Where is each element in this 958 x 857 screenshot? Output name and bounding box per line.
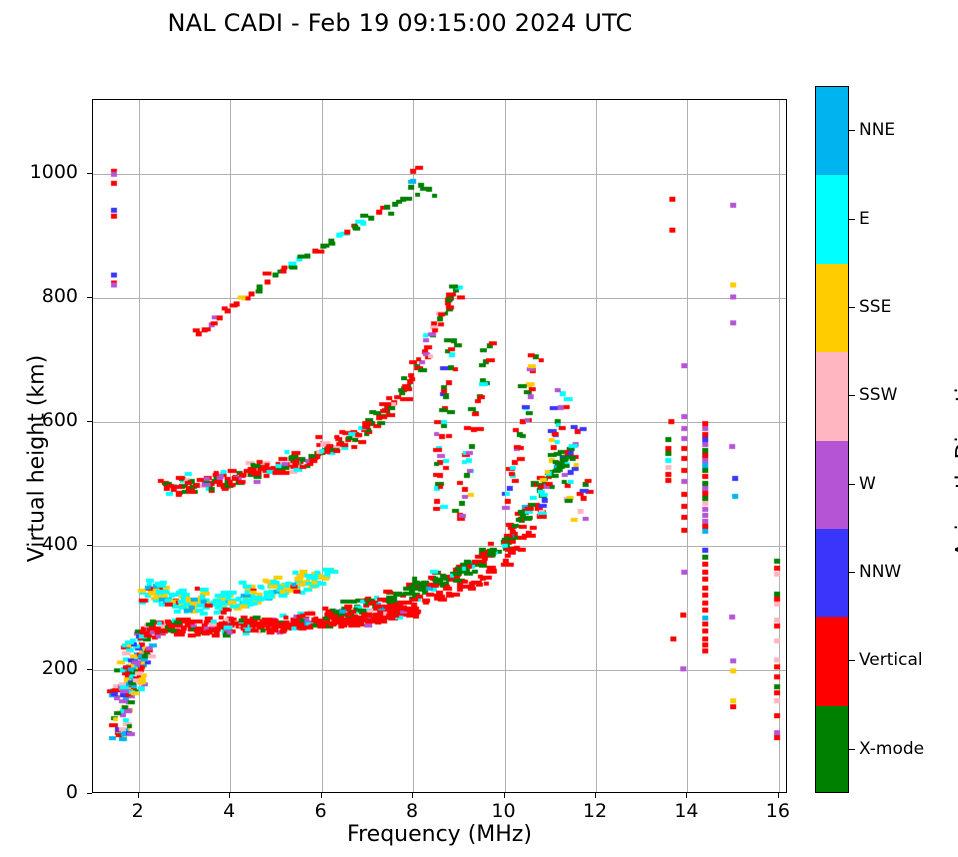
colorbar-label-ssw: SSW — [859, 385, 898, 406]
colorbar-label-e: E — [859, 208, 870, 229]
colorbar-tick — [849, 130, 855, 132]
x-tick — [777, 793, 779, 798]
x-tick — [503, 793, 505, 798]
colorbar-segment-e[interactable] — [816, 175, 848, 264]
x-tick — [412, 793, 414, 798]
y-tick — [87, 421, 92, 423]
x-tick — [137, 793, 139, 798]
colorbar-label-nnw: NNW — [859, 562, 902, 583]
colorbar-label-x-mode: X-mode — [859, 738, 925, 759]
colorbar-segment-vertical[interactable] — [816, 617, 848, 706]
scatter-canvas — [93, 100, 786, 792]
y-tick — [87, 669, 92, 671]
x-tick — [594, 793, 596, 798]
colorbar-tick — [849, 395, 855, 397]
colorbar-label-nne: NNE — [859, 120, 896, 141]
x-tick-label: 10 — [491, 800, 516, 822]
y-tick — [87, 297, 92, 299]
colorbar-segment-nnw[interactable] — [816, 528, 848, 618]
colorbar-label-sse: SSE — [859, 296, 892, 317]
y-tick-label: 1000 — [29, 161, 78, 184]
colorbar-segment-ssw[interactable] — [816, 352, 848, 441]
x-tick-label: 4 — [223, 800, 236, 822]
x-tick-label: 2 — [131, 800, 144, 822]
y-tick — [87, 173, 92, 175]
colorbar-tick — [849, 660, 855, 662]
colorbar[interactable] — [815, 86, 849, 793]
colorbar-segment-x-mode[interactable] — [816, 705, 848, 792]
page-title: NAL CADI - Feb 19 09:15:00 2024 UTC — [167, 9, 633, 37]
x-tick-label: 12 — [582, 800, 608, 822]
y-tick-label: 0 — [65, 781, 78, 803]
x-tick — [320, 793, 322, 798]
y-tick — [87, 793, 92, 794]
x-tick-label: 16 — [765, 800, 790, 822]
y-tick-label: 400 — [41, 533, 78, 556]
x-tick — [229, 793, 231, 798]
colorbar-segment-nne[interactable] — [816, 87, 848, 176]
colorbar-tick — [849, 572, 855, 574]
y-tick-label: 200 — [41, 657, 78, 680]
colorbar-label-vertical: Vertical — [859, 650, 923, 671]
x-tick-label: 8 — [406, 800, 419, 822]
y-tick-label: 800 — [41, 285, 78, 308]
colorbar-tick — [849, 218, 855, 220]
x-tick — [686, 793, 688, 798]
colorbar-segment-sse[interactable] — [816, 263, 848, 353]
colorbar-label-w: W — [859, 473, 876, 494]
x-tick-label: 6 — [314, 800, 327, 822]
x-axis-label: Frequency (MHz) — [347, 822, 532, 847]
y-axis-label: Virtual height (km) — [24, 354, 50, 563]
colorbar-tick — [849, 306, 855, 308]
colorbar-segment-w[interactable] — [816, 440, 848, 529]
colorbar-tick — [849, 483, 855, 485]
x-tick-label: 14 — [674, 800, 699, 822]
colorbar-title: Azimuth Direction — [952, 359, 958, 558]
plot-area[interactable] — [92, 99, 787, 793]
y-tick — [87, 545, 92, 547]
colorbar-tick — [849, 748, 855, 750]
y-tick-label: 600 — [41, 409, 78, 432]
